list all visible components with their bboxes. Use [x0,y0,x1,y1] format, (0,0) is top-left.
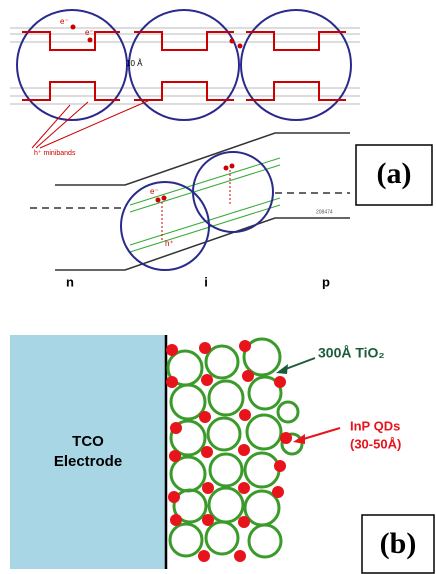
carriers [70,24,243,49]
tio2-particle [169,383,207,421]
electron-label: e⁻ [150,187,159,196]
tio2-particle [247,375,283,411]
inp-qd [199,342,211,354]
inp-qd [274,460,286,472]
transitions [161,170,231,240]
potential-wells [22,31,346,101]
inp-qd [238,516,250,528]
minibands-label: h⁺ minibands [34,150,76,157]
electron-label: e⁻ [60,17,69,26]
carriers [155,163,235,203]
tio2-particle [208,452,244,488]
inp-qd [234,550,246,562]
inp-qd [201,374,213,386]
region-label: n [66,274,74,289]
inp-qd [272,486,284,498]
band-edges [55,132,350,271]
inp-qd [166,344,178,356]
inp-qds [166,340,292,562]
electrode-label: TCO [72,433,104,450]
arrowhead [293,434,305,444]
tio2-particle [207,486,245,524]
inp-qd [238,444,250,456]
label-box [361,514,435,574]
qd-label: InP QDs [350,418,400,433]
region-label: p [322,274,330,289]
inp-qd [238,482,250,494]
qd-label: (30-50Å) [350,436,401,451]
arrow [282,357,316,371]
arrow [299,427,341,441]
inp-qd [170,422,182,434]
inp-qd [239,409,251,421]
minibands [129,157,281,253]
tio2-particle [280,432,304,456]
inp-qd [166,376,178,388]
tio2-particle [242,337,282,377]
inp-qd [168,491,180,503]
hole-label: h⁺ [165,239,174,248]
tio2-particle [247,523,283,559]
spacing-label: 10 Å [126,59,143,68]
quantum-dots [120,151,274,271]
tio2-particle [204,520,240,556]
electrode [10,335,166,569]
inp-qd [169,450,181,462]
electrode-label: Electrode [54,453,122,470]
figure-code: 208474 [316,209,333,215]
inp-qd [202,514,214,526]
tio2-particle [169,455,207,493]
tio2-particle [204,344,240,380]
tio2-label: 300Å TiO₂ [318,345,385,361]
label-box [355,144,433,206]
tio2-particle [169,419,207,457]
inp-qd [280,432,292,444]
tio2-particles [166,337,304,559]
arrowhead [276,364,288,374]
pointer-arrows [31,99,151,149]
inp-qd [239,340,251,352]
band-lines [10,27,360,105]
inp-qd [201,446,213,458]
tio2-particle [172,488,208,524]
inp-qd [274,376,286,388]
tio2-particle [207,379,245,417]
inp-qd [198,550,210,562]
inp-qd [242,370,254,382]
inp-qd [170,514,182,526]
panel-label: (a) [377,157,412,190]
panel-label: (b) [380,527,417,560]
tio2-particle [243,451,281,489]
electron-label: e⁻ [85,28,94,37]
region-label: i [204,274,208,289]
tio2-particle [276,400,300,424]
tio2-particle [168,522,204,558]
tio2-particle [245,413,283,451]
quantum-dots [16,9,352,121]
inp-qd [199,411,211,423]
tio2-particle [206,416,242,452]
inp-qd [202,482,214,494]
